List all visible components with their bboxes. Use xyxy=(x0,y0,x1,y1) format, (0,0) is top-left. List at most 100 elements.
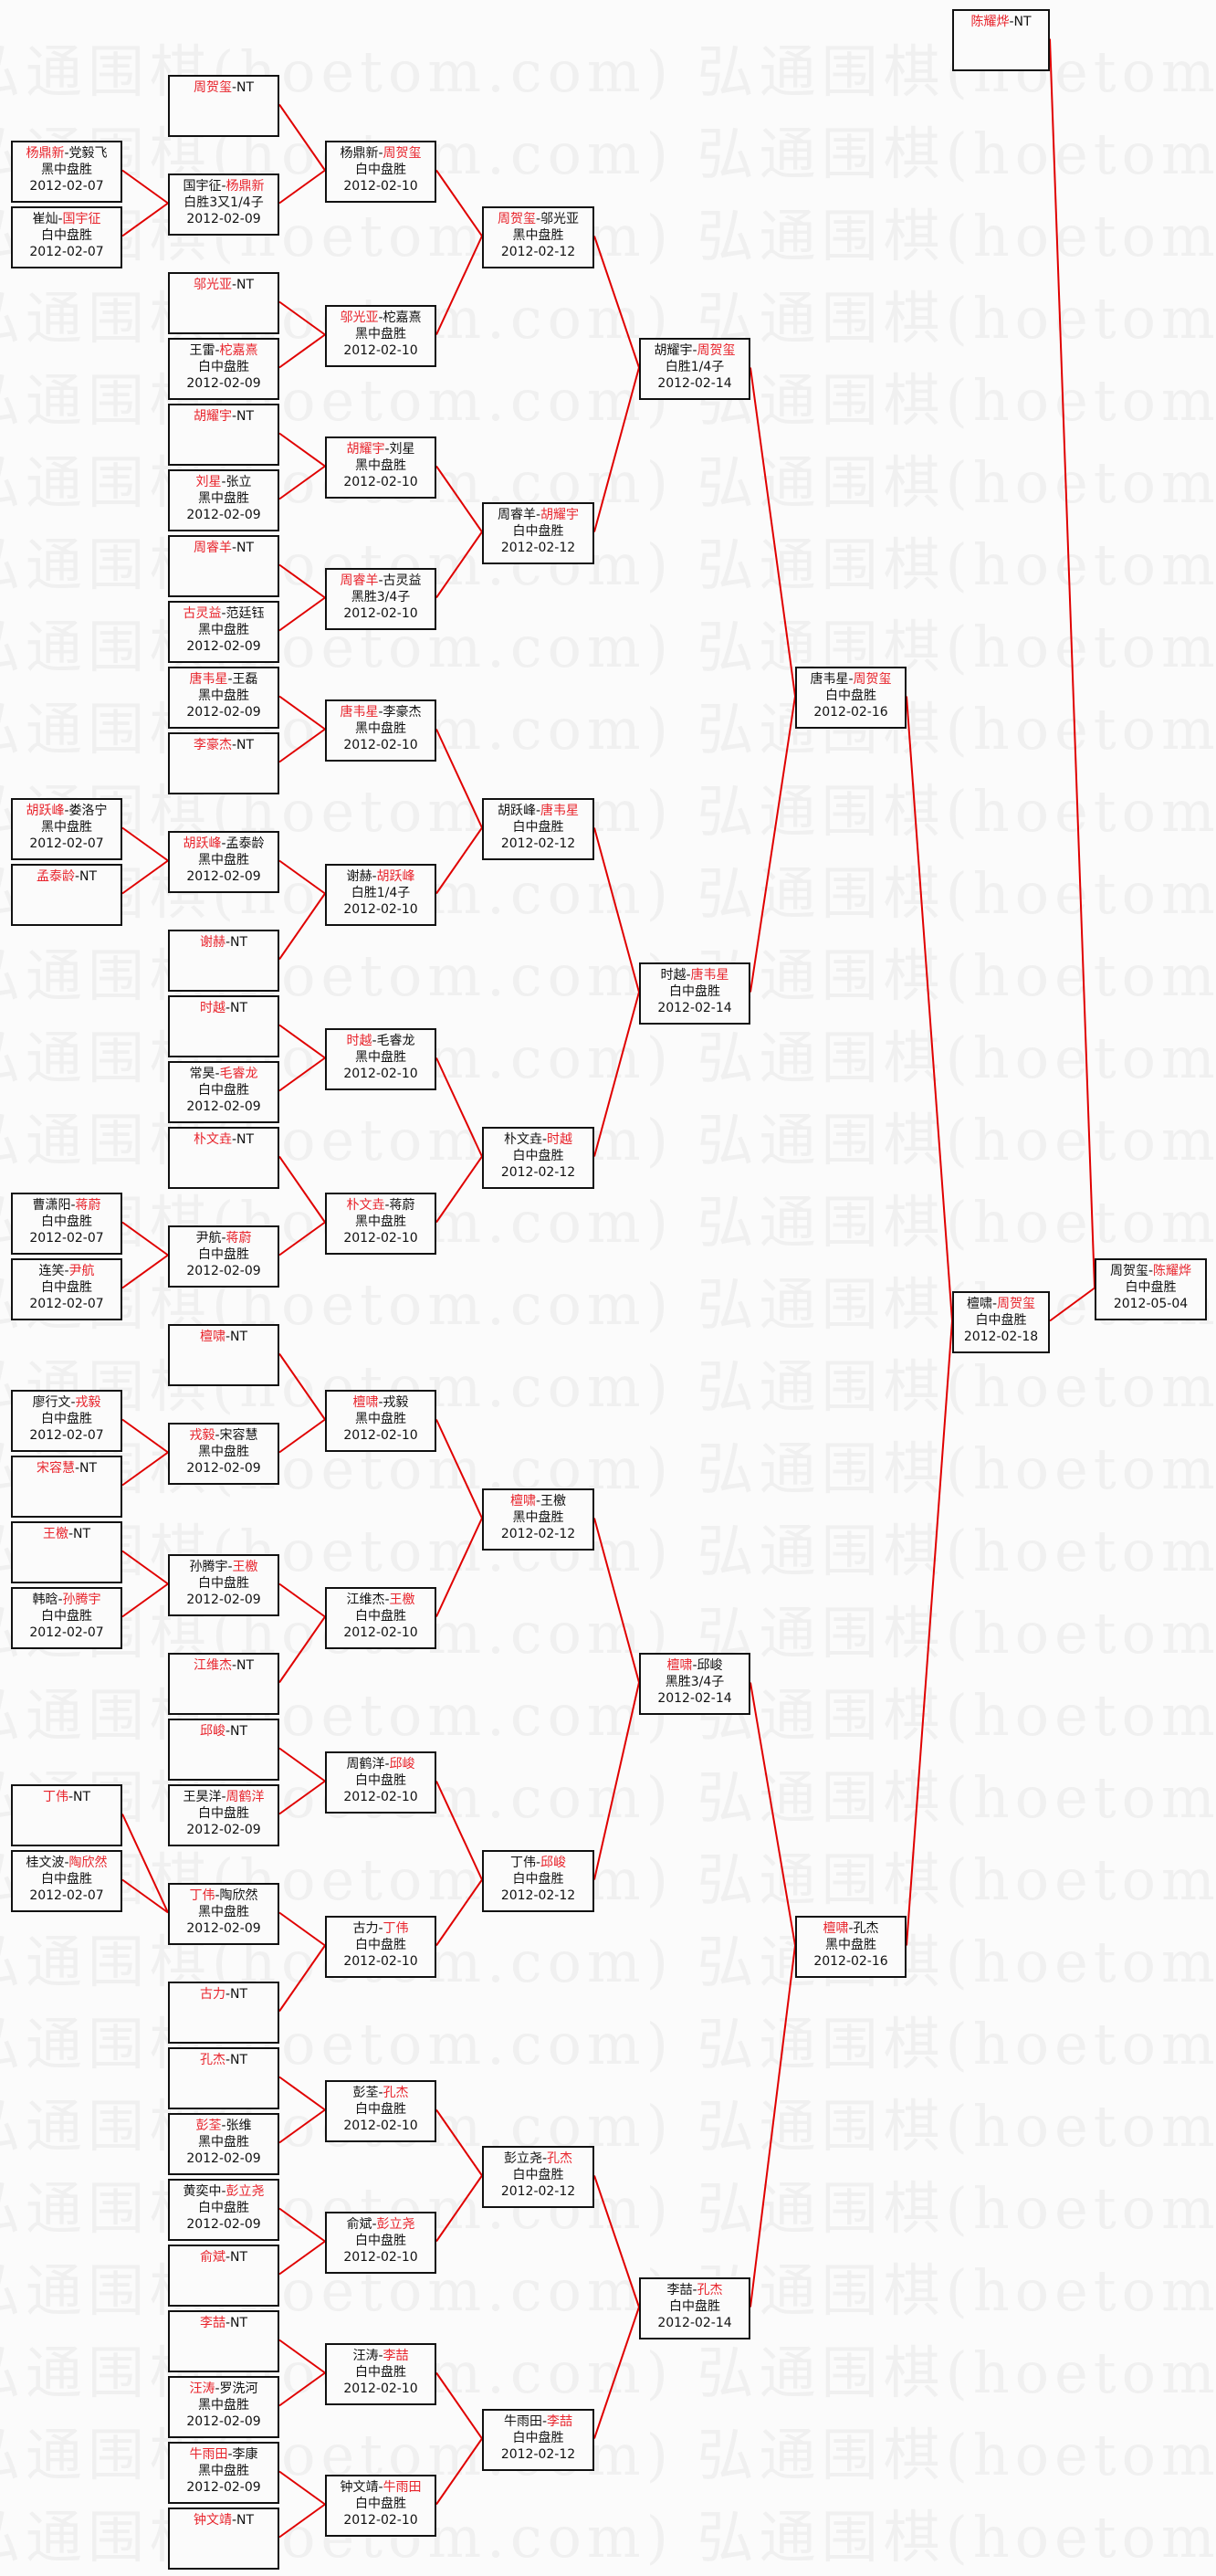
match-players: 檀啸-邱峻 xyxy=(641,1657,749,1674)
separator: - xyxy=(221,475,226,489)
connector-line xyxy=(750,367,796,697)
match-result: 白中盘胜 xyxy=(198,1806,249,1821)
match-box: 国宇征-杨鼎新 白胜3又1/4子 2012-02-09 xyxy=(168,173,279,236)
connector-line xyxy=(278,300,326,336)
player-name: 宋容慧 xyxy=(219,1428,258,1443)
winner-name: 李喆 xyxy=(383,2349,409,2363)
match-result: 黑中盘胜 xyxy=(198,623,249,637)
match-box: 牛雨田-李喆 白中盘胜 2012-02-12 xyxy=(482,2409,594,2471)
match-players: 朴文垚-时越 xyxy=(484,1131,592,1148)
match-players: 国宇征-杨鼎新 xyxy=(170,178,278,195)
winner-name: 王檄 xyxy=(232,1560,258,1574)
player-name: 党毅飞 xyxy=(68,146,108,161)
winner-name: 丁伟 xyxy=(42,1790,68,1804)
match-box: 彭立尧-孔杰 白中盘胜 2012-02-12 xyxy=(482,2146,594,2208)
connector-line xyxy=(121,826,169,862)
match-players: 古灵益-范廷钰 xyxy=(170,605,278,622)
separator: - xyxy=(225,935,231,950)
match-players: 檀啸-戎毅 xyxy=(327,1394,435,1411)
match-box: 古力-NT xyxy=(168,1982,279,2044)
connector-line xyxy=(121,1451,169,1487)
winner-name: 周贺玺 xyxy=(697,343,736,358)
player-name: NT xyxy=(236,2513,255,2528)
separator: - xyxy=(1009,15,1014,29)
connector-line xyxy=(278,2108,326,2144)
player-name: 朴文垚 xyxy=(503,1132,542,1147)
match-result: 白中盘胜 xyxy=(198,2201,249,2215)
match-players: 宋容慧-NT xyxy=(13,1460,121,1477)
winner-name: 尹航 xyxy=(68,1264,95,1278)
match-box: 周贺玺-NT xyxy=(168,75,279,137)
match-date: 2012-02-14 xyxy=(657,1691,732,1706)
connector-line xyxy=(435,1781,483,1880)
winner-name: 柁嘉熹 xyxy=(219,343,258,358)
separator: - xyxy=(535,1856,541,1870)
match-date: 2012-02-12 xyxy=(500,1888,576,1903)
player-name: 王檄 xyxy=(540,1494,567,1509)
separator: - xyxy=(686,968,691,983)
match-box: 王昊洋-周鹤洋 白中盘胜 2012-02-09 xyxy=(168,1784,279,1846)
connector-line xyxy=(278,2240,326,2276)
match-result: 白中盘胜 xyxy=(355,2102,406,2117)
connector-line xyxy=(435,531,483,599)
match-box: 李喆-孔杰 白中盘胜 2012-02-14 xyxy=(639,2277,750,2339)
match-date: 2012-02-09 xyxy=(186,2414,261,2429)
winner-name: 孔杰 xyxy=(383,2086,409,2100)
connector-line xyxy=(435,2174,483,2243)
player-name: 娄洛宁 xyxy=(68,804,108,818)
separator: - xyxy=(378,1395,383,1410)
connector-line xyxy=(435,1155,483,1224)
separator: - xyxy=(231,1658,237,1673)
separator: - xyxy=(221,836,226,851)
winner-name: 唐韦星 xyxy=(189,672,228,687)
separator: - xyxy=(70,1198,76,1213)
winner-name: 周贺玺 xyxy=(997,1297,1036,1311)
match-box: 谢赫-NT xyxy=(168,930,279,992)
match-players: 周贺玺-陈耀烨 xyxy=(1096,1263,1205,1279)
separator: - xyxy=(231,2513,237,2528)
match-players: 牛雨田-李喆 xyxy=(484,2413,592,2430)
separator: - xyxy=(221,179,226,194)
player-name: NT xyxy=(236,541,255,555)
match-players: 周睿羊-胡耀宇 xyxy=(484,507,592,523)
separator: - xyxy=(378,2349,383,2363)
separator: - xyxy=(221,2184,226,2199)
match-box: 丁伟-NT xyxy=(11,1784,122,1846)
connector-line xyxy=(278,1582,326,1618)
separator: - xyxy=(68,1790,74,1804)
winner-name: 毛睿龙 xyxy=(219,1067,258,1081)
player-name: NT xyxy=(236,409,255,424)
match-box: 胡跃峰-孟泰龄 黑中盘胜 2012-02-09 xyxy=(168,831,279,893)
match-players: 孟泰龄-NT xyxy=(13,868,121,885)
match-box: 胡跃峰-娄洛宁 黑中盘胜 2012-02-07 xyxy=(11,798,122,860)
match-result: 黑中盘胜 xyxy=(355,1050,406,1065)
separator: - xyxy=(535,1494,541,1509)
player-name: 江维杰 xyxy=(346,1593,385,1607)
match-box: 廖行文-戎毅 白中盘胜 2012-02-07 xyxy=(11,1390,122,1452)
match-players: 邬光亚-NT xyxy=(170,277,278,293)
match-box: 周睿羊-古灵益 黑胜3/4子 2012-02-10 xyxy=(325,568,436,630)
match-players: 胡耀宇-周贺玺 xyxy=(641,342,749,359)
connector-line xyxy=(435,169,483,237)
winner-name: 戎毅 xyxy=(75,1395,101,1410)
connector-line xyxy=(278,2503,326,2539)
match-result: 黑中盘胜 xyxy=(198,1905,249,1919)
match-date: 2012-02-09 xyxy=(186,639,261,654)
match-result: 黑中盘胜 xyxy=(355,1214,406,1229)
separator: - xyxy=(692,2283,697,2297)
match-box: 檀啸-NT xyxy=(168,1324,279,1386)
match-box: 时越-唐韦星 白中盘胜 2012-02-14 xyxy=(639,962,750,1025)
match-result: 白中盘胜 xyxy=(355,2234,406,2248)
player-name: 俞斌 xyxy=(346,2217,372,2232)
winner-name: 陈耀烨 xyxy=(970,15,1010,29)
winner-name: 彭荃 xyxy=(195,2119,222,2133)
player-name: 王昊洋 xyxy=(183,1790,222,1804)
match-players: 朴文垚-NT xyxy=(170,1131,278,1148)
connector-line xyxy=(435,1419,483,1519)
connector-line xyxy=(750,696,796,993)
match-date: 2012-02-10 xyxy=(343,606,418,621)
winner-name: 檀啸 xyxy=(352,1395,379,1410)
separator: - xyxy=(384,1593,390,1607)
player-name: NT xyxy=(79,869,98,884)
match-result: 白中盘胜 xyxy=(355,1773,406,1788)
